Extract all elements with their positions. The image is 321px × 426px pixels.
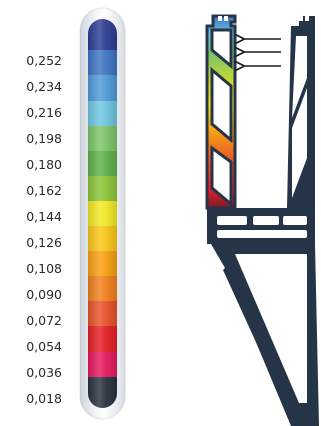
legend-value-1: 0,234 <box>26 79 62 94</box>
legend-value-11: 0,054 <box>26 339 62 354</box>
color-band-0 <box>88 19 117 51</box>
color-band-7 <box>88 200 117 227</box>
stress-diagram <box>205 14 319 426</box>
legend-value-3: 0,198 <box>26 131 62 146</box>
color-scale-bands <box>88 19 117 408</box>
legend-value-6: 0,144 <box>26 209 62 224</box>
legend-value-0: 0,252 <box>26 53 62 68</box>
color-band-8 <box>88 226 117 252</box>
color-scale-bar <box>80 8 125 419</box>
legend-value-8: 0,108 <box>26 261 62 276</box>
color-band-2 <box>88 75 117 101</box>
color-band-1 <box>88 50 117 76</box>
legend-value-5: 0,162 <box>26 183 62 198</box>
legend-values: 0,252 0,234 0,216 0,198 0,180 0,162 0,14… <box>0 0 76 426</box>
color-band-11 <box>88 301 117 327</box>
cross-beams <box>207 208 315 244</box>
color-band-10 <box>88 276 117 302</box>
color-band-13 <box>88 351 117 377</box>
color-band-9 <box>88 251 117 277</box>
left-member <box>205 14 237 210</box>
legend-value-7: 0,126 <box>26 235 62 250</box>
right-member <box>287 16 315 208</box>
legend-value-4: 0,180 <box>26 157 62 172</box>
color-band-3 <box>88 100 117 126</box>
color-band-12 <box>88 326 117 352</box>
legend-value-12: 0,036 <box>26 365 62 380</box>
lower-bracket <box>211 244 319 426</box>
color-band-6 <box>88 175 117 201</box>
legend-value-2: 0,216 <box>26 105 62 120</box>
color-band-5 <box>88 150 117 176</box>
legend-value-9: 0,090 <box>26 287 62 302</box>
color-band-4 <box>88 125 117 151</box>
legend-value-10: 0,072 <box>26 313 62 328</box>
color-band-14 <box>88 376 117 408</box>
legend-value-13: 0,018 <box>26 391 62 406</box>
load-arrows <box>243 39 281 66</box>
